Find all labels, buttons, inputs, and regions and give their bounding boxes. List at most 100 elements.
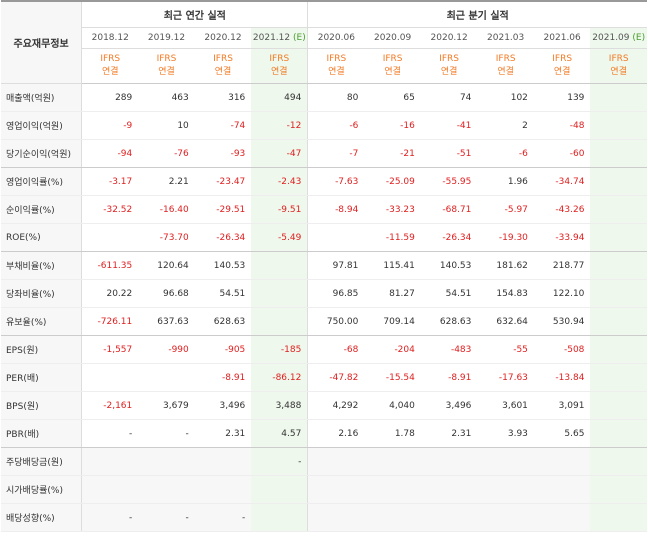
table-row: EPS(원) -1,557 -990 -905 -185 -68 -204 -483 -55 -5… <box>1 335 647 364</box>
table-cell: 96.85 <box>307 279 365 308</box>
consolidated-label: 연결 <box>497 67 514 77</box>
table-cell: -13.84 <box>533 363 591 392</box>
consolidated-label: 연결 <box>328 67 345 77</box>
table-cell: 289 <box>81 83 139 112</box>
consolidated-label: 연결 <box>271 67 288 77</box>
table-cell: -9 <box>81 111 139 140</box>
ifrs-label: IFRS <box>213 54 233 64</box>
table-cell <box>364 503 421 532</box>
table-cell: -47.82 <box>307 363 365 392</box>
table-cell <box>477 503 534 532</box>
quarter-group-header: 최근 분기 실적 <box>307 0 647 28</box>
row-label: PER(배) <box>1 363 83 392</box>
row-label-header: 주요재무정보 <box>1 0 83 84</box>
table-cell: 102 <box>477 83 534 112</box>
table-cell <box>533 503 591 532</box>
table-row: 영업이익률(%) -3.17 2.21 -23.47 -2.43 -7.63 -25.09-… <box>1 167 647 196</box>
table-cell: 628.63 <box>420 307 478 336</box>
table-cell: -43.26 <box>533 195 591 224</box>
table-row: 당좌비율(%) 20.22 96.68 54.51 96.85 81.27 54.51 154… <box>1 279 647 308</box>
ifrs-badge: IFRS 연결 <box>251 48 309 84</box>
table-cell <box>364 447 421 476</box>
row-label: EPS(원) <box>1 335 83 364</box>
ifrs-badge: IFRS 연결 <box>590 48 647 84</box>
table-cell: -8.94 <box>307 195 365 224</box>
ifrs-label: IFRS <box>439 54 460 64</box>
table-cell: 632.64 <box>477 307 534 336</box>
table-cell: 10 <box>138 111 195 140</box>
table-cell: -73.70 <box>138 223 195 252</box>
period-label: 2021.09 <box>592 33 630 43</box>
table-cell <box>533 475 591 504</box>
table-cell: -26.34 <box>420 223 478 252</box>
row-label: 순이익률(%) <box>1 195 83 224</box>
table-cell: -611.35 <box>81 251 139 280</box>
ifrs-label: IFRS <box>608 54 629 64</box>
table-cell: 5.65 <box>533 419 591 448</box>
table-row: 부채비율(%) -611.35 120.64 140.53 97.81 115.41 140… <box>1 251 647 280</box>
table-cell: 3,496 <box>420 391 478 420</box>
table-cell: 154.83 <box>477 279 534 308</box>
table-cell: -25.09 <box>364 167 421 196</box>
table-cell: -483 <box>420 335 478 364</box>
table-cell: - <box>251 447 309 476</box>
table-cell: -60 <box>533 139 591 168</box>
table-cell <box>590 419 647 448</box>
table-cell: -94 <box>81 139 139 168</box>
ifrs-badge: IFRS 연결 <box>477 48 534 84</box>
table-cell: 54.51 <box>420 279 478 308</box>
table-cell: -2,161 <box>81 391 139 420</box>
table-cell: 628.63 <box>194 307 252 336</box>
row-label: BPS(원) <box>1 391 83 420</box>
table-row: 매출액(억원) 289 463 316 494 80 65 74 102 139 <box>1 83 647 112</box>
row-label: PBR(배) <box>1 419 83 448</box>
table-row: BPS(원) -2,161 3,679 3,496 3,488 4,292 4,040 3,4… <box>1 391 647 420</box>
table-cell <box>364 475 421 504</box>
table-cell: 3,679 <box>138 391 195 420</box>
ifrs-label: IFRS <box>326 54 347 64</box>
table-cell: -508 <box>533 335 591 364</box>
ifrs-badge: IFRS 연결 <box>420 48 478 84</box>
table-cell: -5.97 <box>477 195 534 224</box>
table-cell <box>590 447 647 476</box>
group-header-row: 주요재무정보 최근 연간 실적 최근 분기 실적 <box>1 0 647 84</box>
table-cell: -6 <box>307 111 365 140</box>
period-header: 2018.12 <box>81 27 139 49</box>
table-cell <box>477 447 534 476</box>
table-cell: -185 <box>251 335 309 364</box>
table-cell <box>81 223 139 252</box>
table-cell: 74 <box>420 83 478 112</box>
table-cell: -76 <box>138 139 195 168</box>
consolidated-label: 연결 <box>101 67 119 77</box>
table-cell <box>194 447 252 476</box>
row-label: 주당배당금(원) <box>1 447 83 476</box>
table-cell <box>590 335 647 364</box>
table-cell: -726.11 <box>81 307 139 336</box>
table-cell <box>590 83 647 112</box>
table-cell <box>307 447 365 476</box>
estimate-mark: (E) <box>632 33 646 43</box>
row-label: 배당성향(%) <box>1 503 83 532</box>
table-cell <box>420 447 478 476</box>
accounting-standard-row: IFRS 연결 IFRS 연결 IFRS 연결 IFRS 연결 IFRS 연결 IFRS 연결 IFRS… <box>1 48 647 84</box>
table-cell: 4,292 <box>307 391 365 420</box>
table-cell: -33.94 <box>533 223 591 252</box>
table-cell: -990 <box>138 335 195 364</box>
table-cell <box>590 111 647 140</box>
table-cell: - <box>81 503 139 532</box>
period-label: 2021.06 <box>543 33 581 43</box>
period-header: 2021.09 (E) <box>590 27 647 49</box>
table-cell <box>590 139 647 168</box>
table-cell: 316 <box>194 83 252 112</box>
table-cell: 80 <box>307 83 365 112</box>
table-cell: 65 <box>364 83 421 112</box>
table-cell: 1.78 <box>364 419 421 448</box>
table-cell: -55.95 <box>420 167 478 196</box>
table-cell <box>590 223 647 252</box>
row-label: 영업이익(억원) <box>1 111 83 140</box>
table-cell: 709.14 <box>364 307 421 336</box>
table-cell: -55 <box>477 335 534 364</box>
row-label: 영업이익률(%) <box>1 167 83 196</box>
table-cell: -19.30 <box>477 223 534 252</box>
table-cell <box>307 475 365 504</box>
